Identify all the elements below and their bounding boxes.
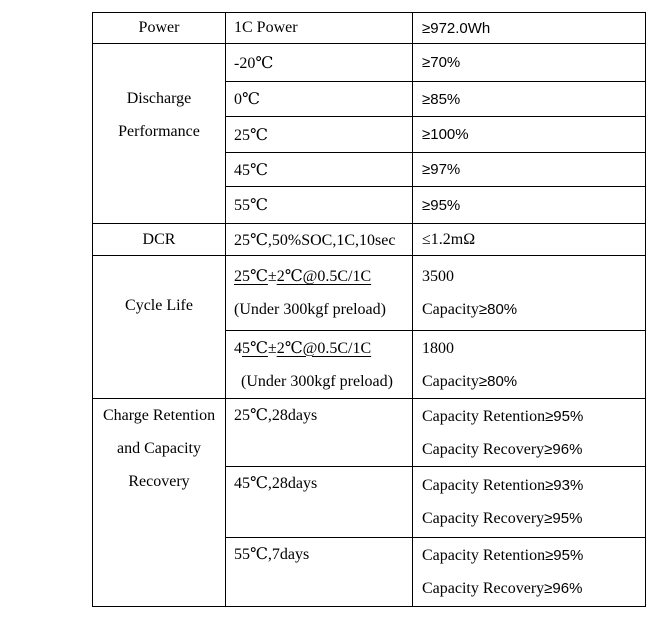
cycle-life-label: Cycle Life: [92, 255, 226, 399]
table-row: Cycle Life 25℃±2℃@0.5C/1C (Under 300kgf …: [92, 255, 646, 399]
charge-retention-label: Charge Retention and Capacity Recovery: [92, 398, 226, 607]
value-sans-segment: ≥93%: [545, 476, 584, 494]
value-sans-segment: ≥95%: [544, 509, 583, 527]
discharge-row-condition: 45℃: [225, 152, 413, 187]
condition-underlined-segment: 25℃: [234, 268, 268, 285]
charge-condition-line: 45℃,28days: [234, 475, 318, 493]
table-row: 25℃ ≥100%: [93, 116, 646, 153]
power-value-cell: ≥972.0Wh: [412, 12, 646, 44]
retention-line: Capacity Retention≥95%: [422, 539, 645, 572]
table-row: 55℃ ≥95%: [93, 186, 646, 224]
dcr-condition-cell: 25℃,50%SOC,1C,10sec: [225, 223, 413, 256]
table-row: 45℃,28days Capacity Retention≥93% Capaci…: [93, 466, 646, 538]
table-row: 45℃±2℃@0.5C/1C (Under 300kgf preload) 18…: [93, 330, 646, 399]
power-condition-cell: 1C Power: [225, 12, 413, 44]
cycle-row-value: 3500 Capacity≥80%: [412, 255, 646, 331]
discharge-row-condition: 0℃: [225, 81, 413, 117]
discharge-row-value: ≥85%: [412, 81, 646, 117]
table-row: 45℃ ≥97%: [93, 152, 646, 187]
condition-plain-segment: 4: [234, 339, 242, 357]
discharge-performance-label: Discharge Performance: [92, 43, 226, 224]
cycle-count-value: 1800: [422, 339, 454, 357]
recovery-line: Capacity Recovery≥96%: [422, 572, 645, 605]
table-row: Discharge Performance -20℃ ≥70%: [92, 43, 646, 224]
charge-condition-line: 55℃,7days: [234, 545, 310, 563]
condition-underlined-segment: 2℃@0.5C/1C: [276, 268, 372, 285]
table-row: DCR 25℃,50%SOC,1C,10sec ≤1.2mΩ: [92, 223, 646, 256]
value-serif-segment: Capacity Retention: [422, 407, 546, 425]
value-serif-segment: Capacity Recovery: [422, 509, 545, 527]
value-serif-segment: Capacity: [422, 301, 479, 318]
value-serif-segment: Capacity: [422, 372, 479, 390]
table-row: 55℃,7days Capacity Retention≥95% Capacit…: [93, 536, 646, 608]
discharge-row-condition: -20℃: [225, 43, 413, 82]
charge-row-value: Capacity Retention≥95% Capacity Recovery…: [412, 397, 646, 468]
value-serif-segment: Capacity Recovery: [422, 440, 545, 458]
charge-condition-line: 25℃,28days: [234, 407, 318, 424]
value-serif-segment: Capacity Recovery: [422, 579, 545, 597]
charge-row-value: Capacity Retention≥93% Capacity Recovery…: [412, 466, 646, 538]
condition-plain-segment: ±: [267, 339, 277, 357]
cycle-capacity-line: Capacity≥80%: [422, 293, 645, 326]
discharge-row-value: ≥100%: [412, 116, 646, 153]
cycle-capacity-line: Capacity≥80%: [422, 365, 645, 398]
value-serif-segment: Capacity Retention: [422, 476, 546, 494]
retention-line: Capacity Retention≥93%: [422, 469, 645, 502]
charge-row-condition: 25℃,28days: [225, 397, 413, 468]
label-line: Charge Retention: [102, 407, 216, 424]
dcr-section-label: DCR: [92, 223, 226, 256]
value-sans-segment: ≥96%: [544, 440, 583, 458]
table-row: Charge Retention and Capacity Recovery 2…: [92, 397, 646, 607]
recovery-line: Capacity Recovery≥96%: [422, 433, 645, 466]
cycle-condition-line: 25℃±2℃@0.5C/1C: [234, 260, 412, 293]
cycle-condition-preload: (Under 300kgf preload): [241, 372, 393, 390]
cycle-row-condition: 45℃±2℃@0.5C/1C (Under 300kgf preload): [225, 330, 413, 399]
value-sans-segment: ≥95%: [545, 407, 584, 425]
charge-row-condition: 55℃,7days: [225, 536, 413, 608]
retention-line: Capacity Retention≥95%: [422, 400, 645, 433]
value-sans-segment: ≥80%: [478, 301, 518, 318]
power-section-label: Power: [92, 12, 226, 44]
discharge-row-condition: 25℃: [225, 116, 413, 153]
cycle-condition-preload: (Under 300kgf preload): [234, 301, 386, 318]
cycle-count-value: 3500: [422, 268, 454, 285]
value-sans-segment: ≥95%: [545, 546, 584, 564]
discharge-row-value: ≥95%: [412, 186, 646, 224]
battery-spec-table: Power 1C Power ≥972.0Wh Discharge Perfor…: [92, 12, 646, 608]
label-line: Discharge: [126, 89, 192, 107]
value-serif-segment: Capacity Retention: [422, 546, 546, 564]
condition-underlined-segment: 5℃: [242, 339, 268, 357]
condition-underlined-segment: 2℃@0.5C/1C: [276, 339, 372, 357]
charge-row-condition: 45℃,28days: [225, 466, 413, 538]
table-row: Power 1C Power ≥972.0Wh: [92, 12, 646, 44]
recovery-line: Capacity Recovery≥95%: [422, 502, 645, 535]
value-sans-segment: ≥80%: [478, 372, 518, 390]
cycle-row-value: 1800 Capacity≥80%: [412, 330, 646, 399]
cycle-condition-line: 45℃±2℃@0.5C/1C: [234, 332, 412, 365]
value-sans-segment: ≥96%: [544, 579, 583, 597]
cycle-row-condition: 25℃±2℃@0.5C/1C (Under 300kgf preload): [225, 255, 413, 331]
table-row: 0℃ ≥85%: [93, 81, 646, 117]
dcr-value-cell: ≤1.2mΩ: [412, 223, 646, 256]
condition-plain-segment: ±: [267, 268, 277, 285]
label-line: and Capacity: [117, 440, 201, 457]
label-line: Recovery: [128, 473, 190, 490]
discharge-row-value: ≥97%: [412, 152, 646, 187]
discharge-row-condition: 55℃: [225, 186, 413, 224]
discharge-row-value: ≥70%: [412, 43, 646, 82]
charge-row-value: Capacity Retention≥95% Capacity Recovery…: [412, 536, 646, 608]
label-line: Performance: [118, 122, 200, 140]
